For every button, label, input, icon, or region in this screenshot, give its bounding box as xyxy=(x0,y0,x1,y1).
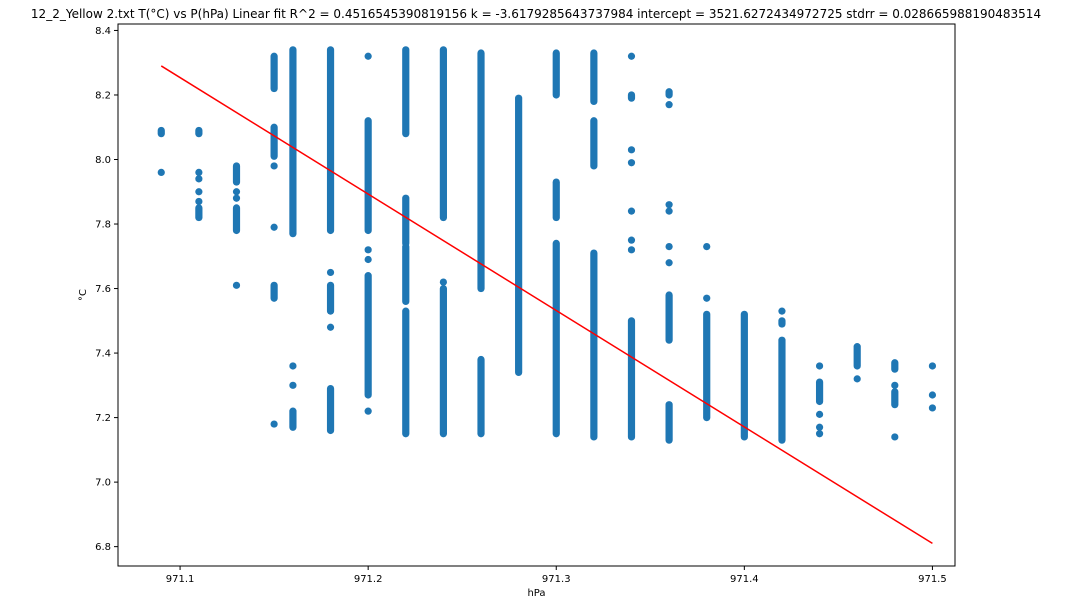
fit-line-layer xyxy=(160,65,933,545)
data-point xyxy=(289,362,297,370)
y-tick-label: 6.8 xyxy=(95,542,111,553)
data-points-layer xyxy=(157,46,937,444)
data-point xyxy=(665,207,673,215)
data-point xyxy=(232,194,241,202)
data-point xyxy=(195,188,203,196)
data-point xyxy=(928,391,937,399)
y-tick-label: 7.4 xyxy=(95,349,111,360)
data-point xyxy=(289,381,297,389)
data-point xyxy=(270,223,278,231)
data-point xyxy=(627,246,636,254)
y-tick-label: 8.4 xyxy=(95,26,111,37)
data-point xyxy=(665,259,673,267)
y-tick-label: 8.0 xyxy=(95,155,111,166)
data-point xyxy=(928,362,937,370)
data-point xyxy=(270,420,278,428)
data-point xyxy=(665,243,673,251)
data-point xyxy=(703,294,711,302)
data-point xyxy=(195,168,203,177)
data-point xyxy=(364,246,372,254)
x-tick-label: 971.5 xyxy=(918,574,947,585)
data-point xyxy=(815,430,824,438)
data-point xyxy=(665,101,673,109)
data-point xyxy=(326,323,335,331)
data-point xyxy=(270,162,278,170)
x-axis-ticks: 971.1 971.2 971.3 971.4 971.5 xyxy=(166,566,947,585)
y-axis-label: °C xyxy=(78,289,89,301)
data-point xyxy=(195,175,203,183)
plot-frame xyxy=(117,23,956,567)
y-tick-label: 7.0 xyxy=(95,478,111,489)
chart-title: 12_2_Yellow 2.txt T(°C) vs P(hPa) Linear… xyxy=(31,7,1041,21)
data-point xyxy=(627,52,636,60)
data-point xyxy=(326,268,335,277)
y-axis-ticks: 6.8 7.0 7.2 7.4 7.6 7.8 8.0 8.2 8.4 xyxy=(95,26,118,553)
data-point xyxy=(627,146,636,154)
data-point xyxy=(891,433,899,441)
data-point xyxy=(815,410,824,418)
linear-fit-line xyxy=(160,65,933,545)
y-tick-label: 7.2 xyxy=(95,413,111,424)
y-tick-label: 7.8 xyxy=(95,220,111,231)
x-tick-label: 971.2 xyxy=(354,574,383,585)
y-tick-label: 8.2 xyxy=(95,90,111,101)
x-tick-label: 971.1 xyxy=(166,574,195,585)
x-tick-label: 971.4 xyxy=(730,574,759,585)
data-point xyxy=(815,362,824,370)
y-tick-label: 7.6 xyxy=(95,284,111,295)
data-point xyxy=(778,307,786,315)
data-point xyxy=(364,255,372,264)
data-point xyxy=(364,407,372,415)
data-point xyxy=(232,188,241,196)
data-point xyxy=(665,201,673,209)
x-tick-label: 971.3 xyxy=(542,574,571,585)
data-point xyxy=(195,197,203,206)
data-point xyxy=(627,159,636,167)
data-point xyxy=(157,168,165,177)
data-point xyxy=(627,207,636,215)
data-point xyxy=(232,281,241,289)
data-point xyxy=(815,423,824,431)
data-point xyxy=(627,236,636,244)
data-point xyxy=(928,404,937,412)
x-axis-label: hPa xyxy=(527,588,545,599)
data-point xyxy=(853,375,861,383)
data-point xyxy=(439,278,447,286)
data-point xyxy=(703,243,711,251)
data-point xyxy=(891,381,899,389)
